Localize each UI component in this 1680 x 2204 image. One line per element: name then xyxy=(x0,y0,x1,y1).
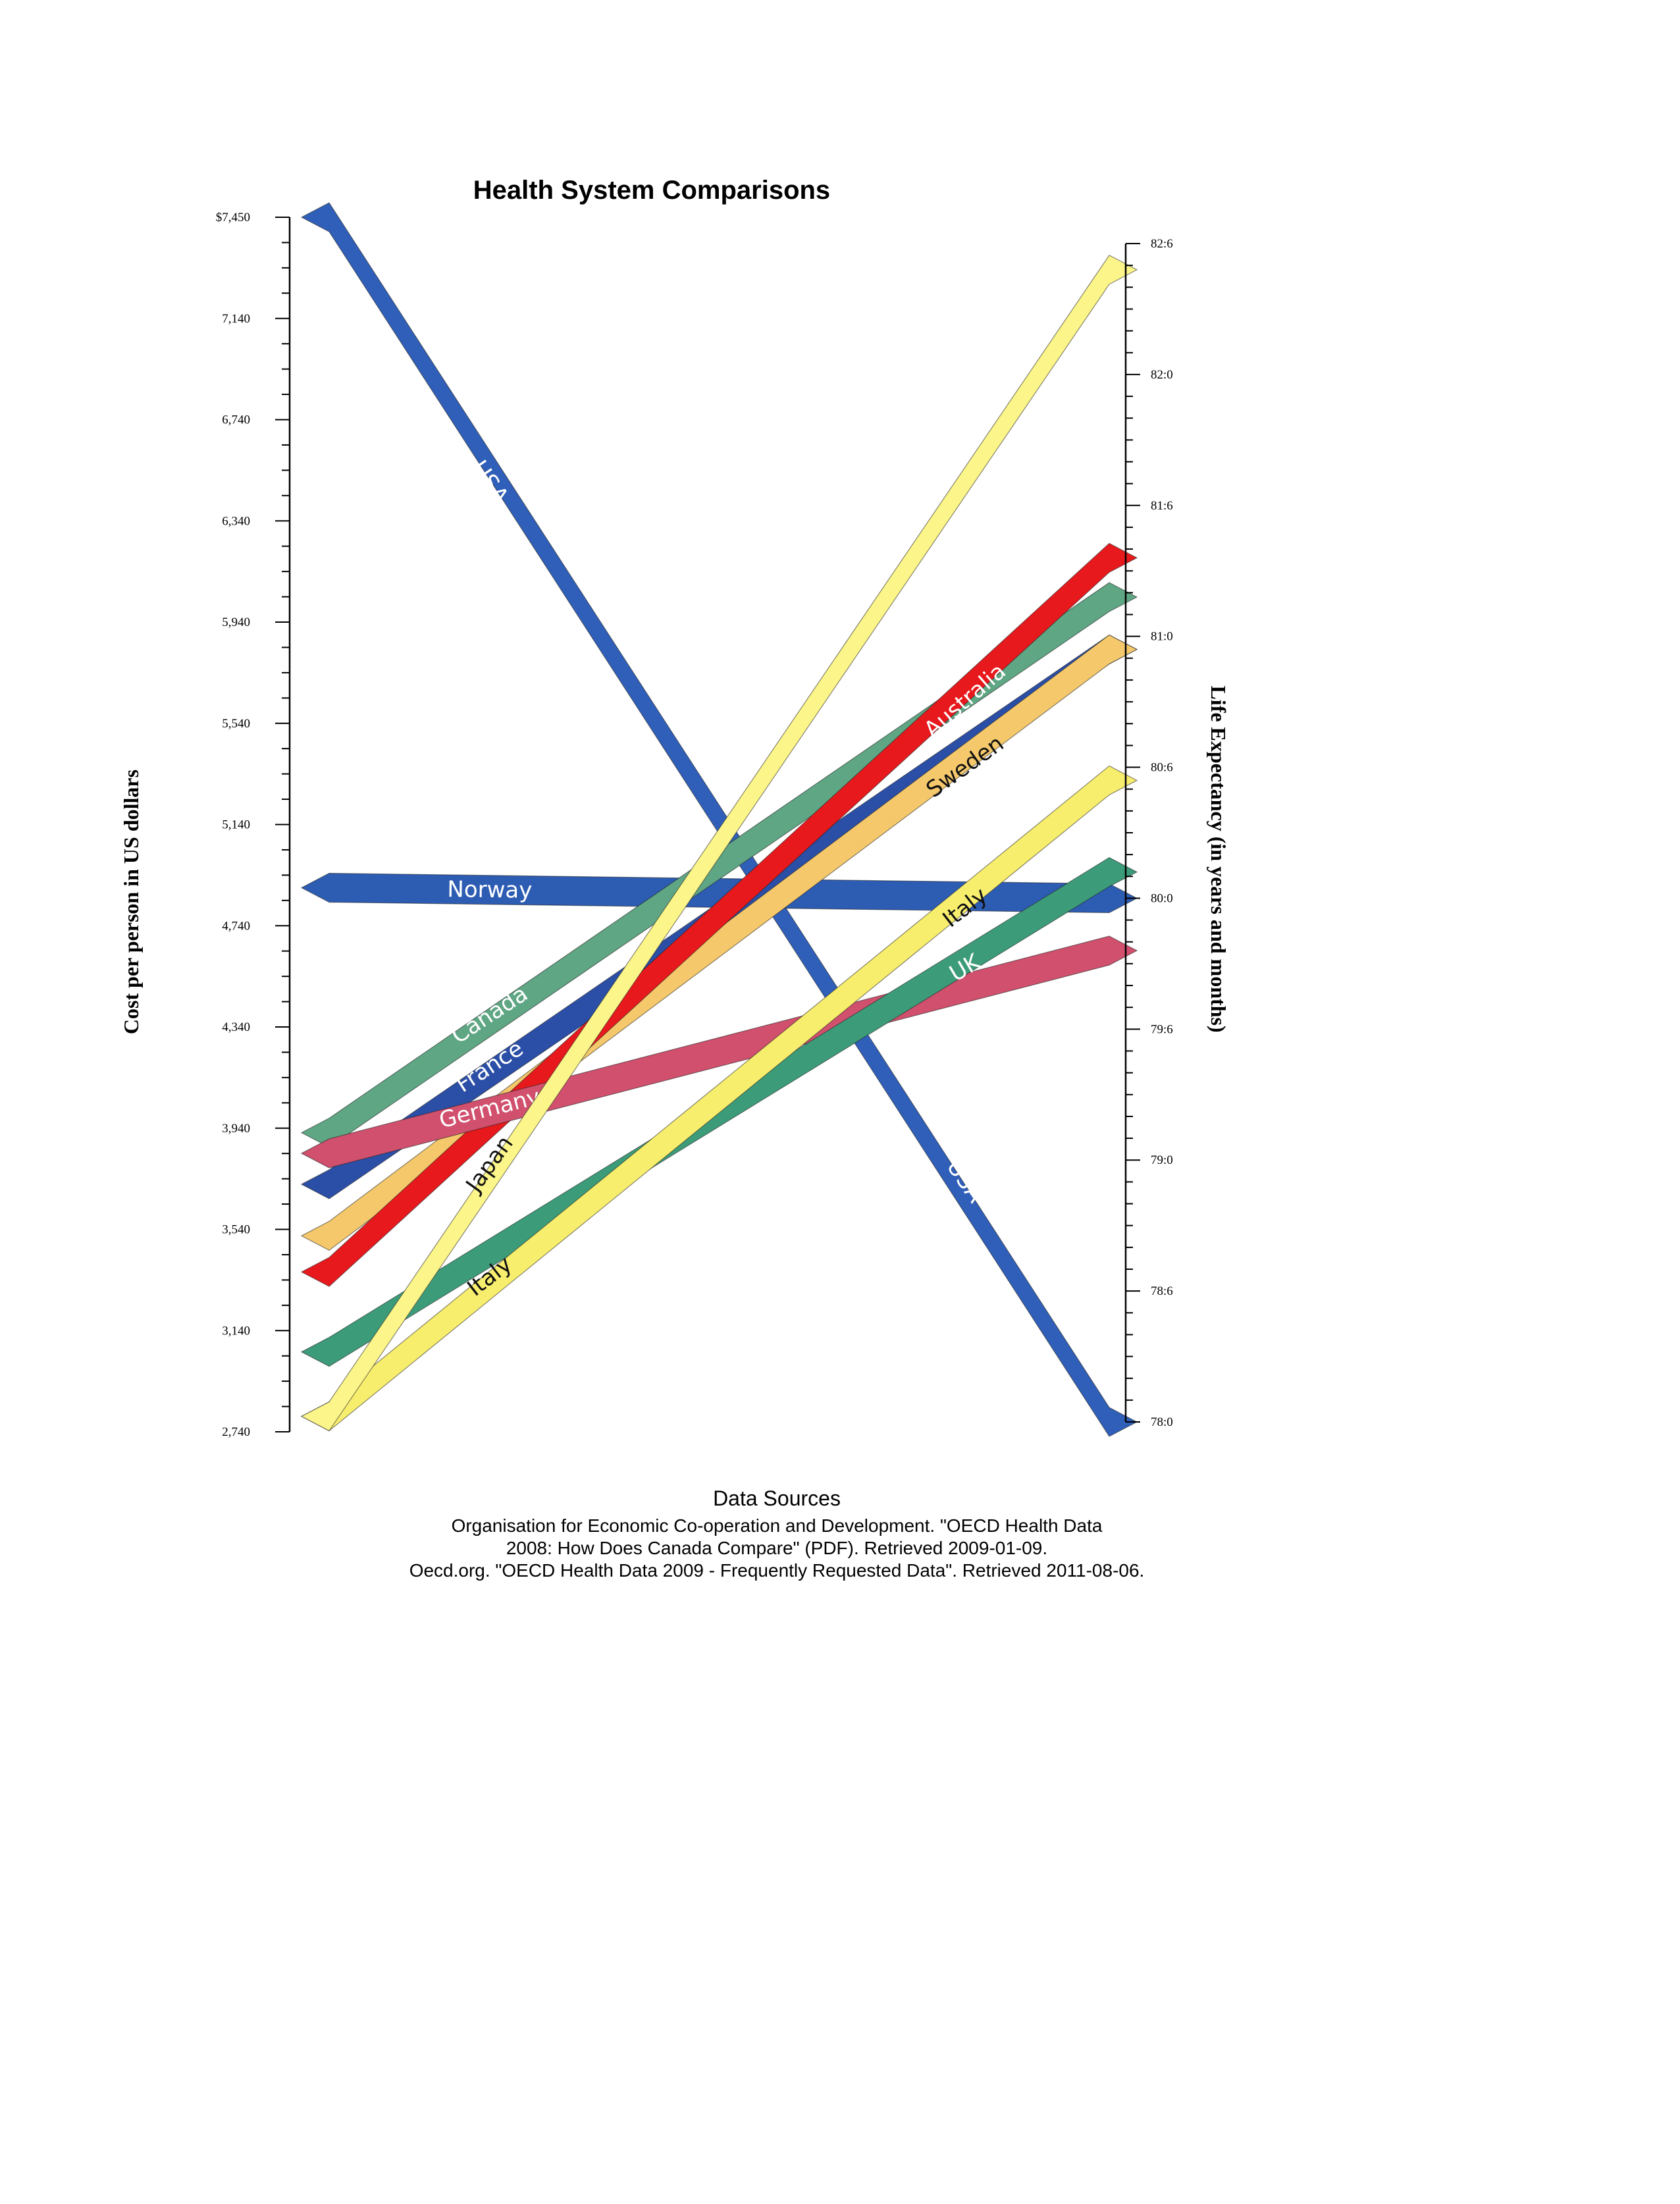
right-tick-label: 82:0 xyxy=(1151,368,1173,382)
band-norway: Norway xyxy=(300,872,1138,914)
left-tick-label: 6,340 xyxy=(222,514,250,528)
right-tick-label: 78:0 xyxy=(1151,1415,1173,1429)
data-sources: Data Sources Organisation for Economic C… xyxy=(263,1486,1290,1582)
sources-heading: Data Sources xyxy=(713,1486,841,1510)
bands-layer: USAUSANorwayCanadaFranceSwedenAustraliaG… xyxy=(300,202,1138,1437)
left-tick-label: 3,940 xyxy=(222,1122,250,1136)
band-shape-japan xyxy=(300,254,1138,1432)
axes-layer: $7,450 7,140 6,740 6,340 5,940 5,540 5,140 4,74… xyxy=(216,211,1173,1439)
left-tick-label: 7,140 xyxy=(222,312,250,326)
left-axis-label: Cost per person in US dollars xyxy=(119,770,143,1034)
right-tick-label: 79:6 xyxy=(1151,1022,1173,1036)
left-tick-label: 4,340 xyxy=(222,1020,250,1034)
left-tick-label: 2,740 xyxy=(222,1425,250,1439)
band-shape-australia xyxy=(300,542,1138,1287)
left-tick-label: $7,450 xyxy=(216,211,250,224)
left-tick-label: 5,940 xyxy=(222,616,250,629)
source-line-2: 2008: How Does Canada Compare" (PDF). Re… xyxy=(506,1538,1048,1558)
left-tick-label: 6,740 xyxy=(222,413,250,427)
source-line-3: Oecd.org. "OECD Health Data 2009 - Frequ… xyxy=(409,1560,1145,1581)
right-tick-label: 81:6 xyxy=(1151,499,1173,513)
band-shape-usa xyxy=(300,202,1138,1437)
right-axis-label: Life Expectancy (in years and months) xyxy=(1207,685,1230,1032)
right-tick-label: 81:0 xyxy=(1151,630,1173,644)
band-label-norway-left: Norway xyxy=(447,876,532,904)
right-tick-label: 80:6 xyxy=(1151,761,1173,775)
left-tick-label: 4,740 xyxy=(222,919,250,933)
left-tick-label: 5,540 xyxy=(222,717,250,731)
right-tick-label: 78:6 xyxy=(1151,1284,1173,1298)
source-line-1: Organisation for Economic Co-operation a… xyxy=(451,1515,1103,1536)
band-australia: Australia xyxy=(300,542,1138,1287)
right-tick-label: 79:0 xyxy=(1151,1153,1173,1167)
chart-title: Health System Comparisons xyxy=(473,176,830,205)
left-tick-label: 3,140 xyxy=(222,1324,250,1338)
band-japan: Japan xyxy=(300,254,1138,1432)
right-tick-label: 82:6 xyxy=(1151,237,1173,251)
left-tick-label: 3,540 xyxy=(222,1223,250,1237)
left-tick-label: 5,140 xyxy=(222,818,250,832)
right-tick-label: 80:0 xyxy=(1151,891,1173,905)
